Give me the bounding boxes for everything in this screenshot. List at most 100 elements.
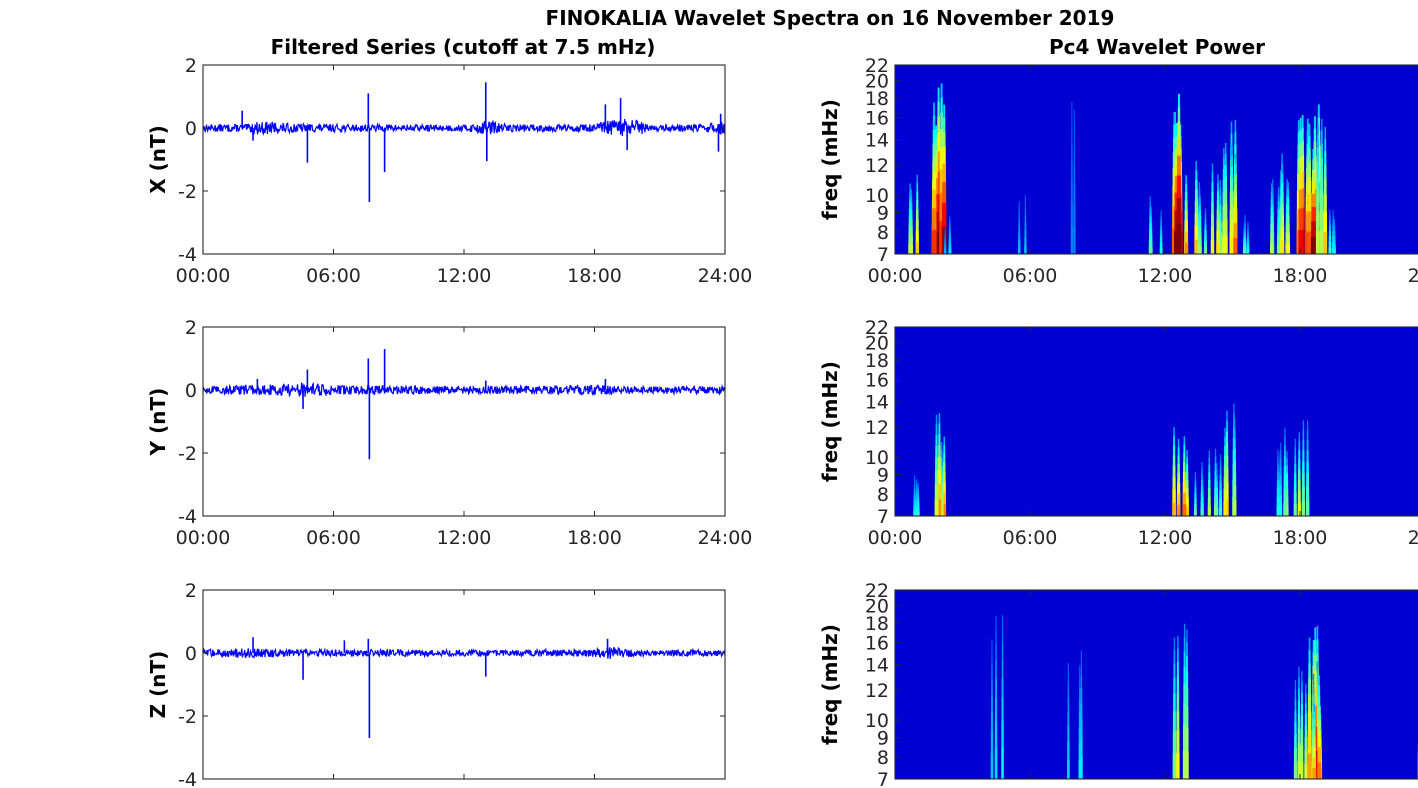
power-streak: [1283, 489, 1287, 503]
y-tick-label: 12: [865, 155, 889, 177]
power-streak: [913, 510, 917, 517]
power-streak: [1297, 490, 1301, 504]
power-streak: [934, 484, 939, 500]
power-streak: [1312, 736, 1316, 747]
power-streak: [1316, 134, 1319, 148]
power-streak: [1230, 190, 1234, 205]
power-streak: [1224, 445, 1227, 457]
x-tick-label: 24:00: [698, 527, 753, 549]
power-streak: [942, 181, 947, 203]
power-streak: [1308, 135, 1311, 149]
power-streak: [1079, 676, 1081, 689]
power-streak: [1218, 232, 1222, 244]
power-streak: [1304, 724, 1308, 738]
power-streak: [1211, 191, 1214, 203]
y-tick-label: 7: [877, 769, 889, 788]
power-streak: [1211, 181, 1214, 193]
power-streak: [1001, 628, 1004, 644]
power-streak: [1318, 685, 1321, 697]
y-tick-label: 7: [877, 244, 889, 266]
power-streak: [1194, 212, 1198, 226]
power-streak: [1198, 226, 1201, 236]
power-streak: [913, 494, 916, 501]
power-streak: [1316, 161, 1320, 177]
power-streak: [942, 163, 946, 183]
power-streak: [940, 466, 943, 476]
power-streak: [1198, 218, 1201, 227]
power-streak: [938, 444, 941, 458]
power-streak: [1176, 692, 1180, 711]
power-streak: [1176, 730, 1180, 754]
figure-title: FINOKALIA Wavelet Spectra on 16 November…: [546, 6, 1115, 30]
power-streak: [1078, 726, 1081, 744]
power-streak: [1211, 202, 1214, 215]
power-streak: [1308, 650, 1311, 664]
power-streak: [1150, 211, 1152, 218]
power-streak: [995, 644, 997, 661]
power-streak: [1226, 431, 1229, 444]
power-streak: [1234, 153, 1237, 165]
power-streak: [1177, 93, 1180, 108]
power-streak: [1277, 234, 1280, 245]
power-streak: [917, 494, 920, 500]
y-tick-label: 18: [865, 613, 889, 635]
power-streak: [1270, 214, 1273, 225]
power-streak: [1285, 488, 1289, 498]
power-streak: [1281, 153, 1283, 164]
power-streak: [1284, 436, 1286, 447]
power-streak: [1323, 178, 1327, 196]
power-streak: [1223, 218, 1228, 236]
power-streak: [1194, 225, 1198, 240]
power-streak: [1194, 201, 1198, 214]
power-streak: [1216, 468, 1218, 476]
y-tick-label: 14: [865, 392, 889, 414]
power-streak: [994, 721, 998, 748]
power-streak: [1223, 466, 1227, 478]
power-streak: [1233, 460, 1237, 474]
power-streak: [1277, 186, 1280, 195]
power-streak: [908, 208, 912, 218]
power-streak: [935, 434, 938, 447]
power-streak: [990, 753, 994, 780]
power-streak: [1312, 673, 1315, 685]
power-streak: [1218, 242, 1223, 255]
heatmap-background: [895, 590, 1418, 779]
y-axis-label: Y (nT): [146, 388, 170, 457]
power-streak: [1287, 189, 1290, 199]
power-streak: [1001, 720, 1004, 748]
power-streak: [939, 168, 944, 193]
power-streak: [1283, 502, 1287, 517]
power-streak: [1183, 651, 1186, 668]
power-streak: [934, 162, 938, 179]
power-streak: [1323, 194, 1327, 213]
power-streak: [913, 499, 916, 506]
power-streak: [1299, 156, 1303, 173]
power-streak: [937, 132, 941, 152]
power-streak: [1073, 135, 1076, 152]
power-streak: [1185, 506, 1189, 517]
power-streak: [1219, 482, 1222, 491]
power-streak: [915, 241, 920, 255]
power-streak: [909, 193, 911, 202]
power-streak: [915, 219, 919, 231]
power-streak: [1276, 243, 1281, 255]
power-streak: [913, 489, 916, 495]
power-streak: [1175, 134, 1178, 148]
power-streak: [1304, 713, 1307, 726]
y-tick-label: 0: [185, 380, 197, 402]
power-streak: [1300, 716, 1304, 731]
power-streak: [1233, 222, 1238, 239]
power-streak: [931, 229, 937, 255]
power-streak: [1284, 427, 1286, 437]
power-streak: [1285, 480, 1289, 490]
power-streak: [940, 449, 943, 459]
power-streak: [1198, 202, 1201, 211]
power-streak: [1194, 487, 1197, 494]
power-streak: [1177, 648, 1179, 663]
power-streak: [915, 492, 918, 498]
power-streak: [1211, 172, 1214, 183]
power-streak: [1320, 189, 1324, 210]
y-axis-label: Z (nT): [146, 651, 170, 719]
power-streak: [1314, 627, 1317, 641]
power-streak: [915, 510, 919, 517]
